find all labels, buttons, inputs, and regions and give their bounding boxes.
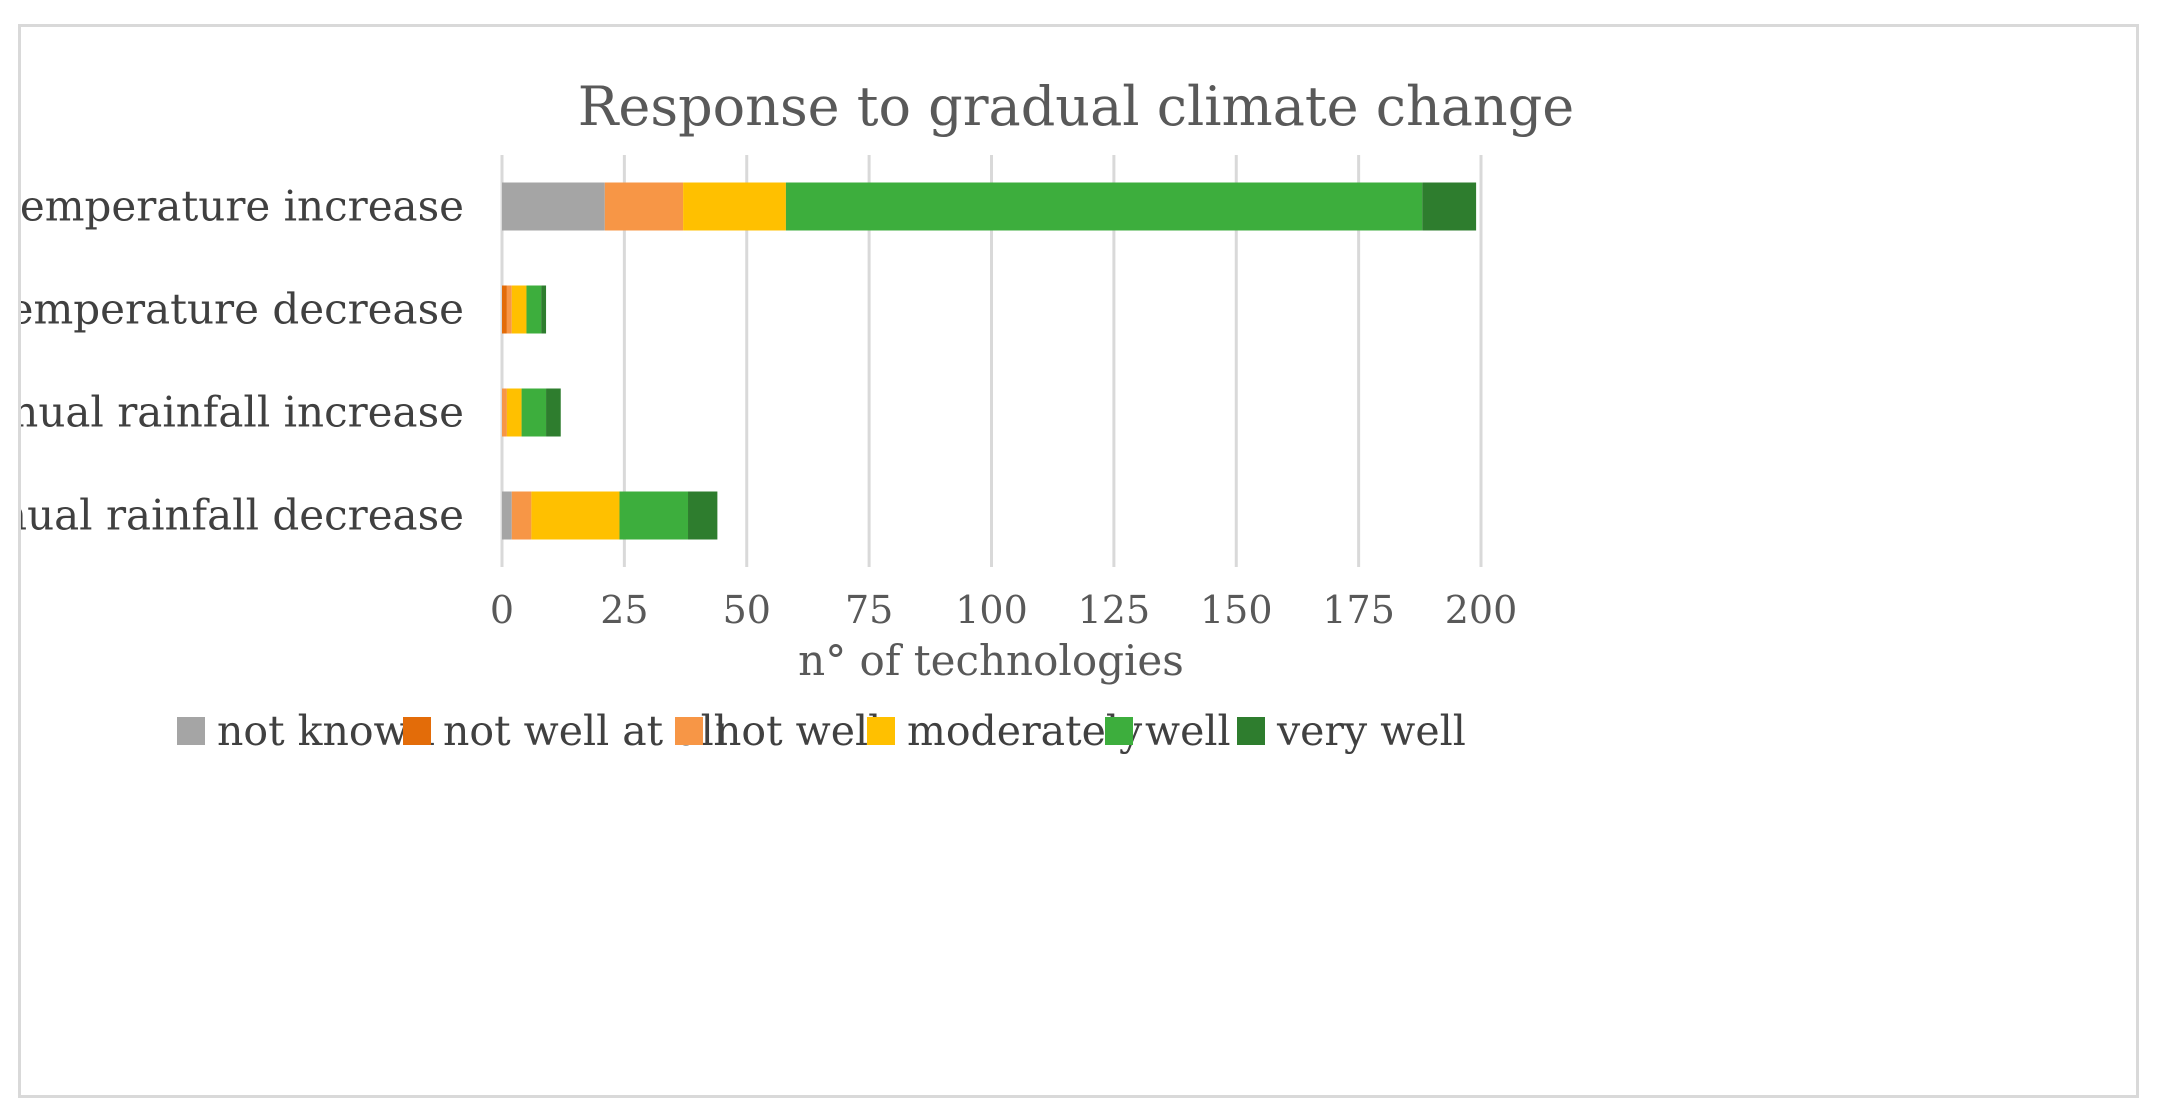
legend-label: very well [1276, 707, 1466, 755]
category-labels: annual temperature increase annual temper… [21, 182, 464, 540]
bar-segment [619, 491, 689, 540]
category-label: annual rainfall decrease [21, 491, 464, 540]
bar-segment [604, 182, 684, 231]
bar-segment [785, 182, 1423, 231]
legend-label: well [1145, 707, 1231, 755]
category-label: annual temperature decrease [21, 285, 464, 334]
bar-segment [511, 285, 527, 334]
legend-swatch [867, 717, 895, 745]
bar-segment [1422, 182, 1477, 231]
chart-frame: Response to gradual climate change annua… [18, 24, 2139, 1098]
bars [502, 182, 1477, 540]
x-tick-label: 25 [600, 588, 648, 632]
bar-segment [688, 491, 718, 540]
bar-segment [531, 491, 620, 540]
category-label: annual temperature increase [21, 182, 464, 231]
x-tick-label: 200 [1445, 588, 1518, 632]
legend-swatch [1105, 717, 1133, 745]
x-tick-label: 150 [1200, 588, 1273, 632]
bar-segment [502, 491, 512, 540]
legend-swatch [1237, 717, 1265, 745]
bar-segment [683, 182, 786, 231]
legend-label: not known [217, 707, 435, 755]
bar-segment [502, 285, 507, 334]
legend-swatch [675, 717, 703, 745]
chart-svg: Response to gradual climate change annua… [21, 75, 1574, 755]
bar-segment [502, 388, 507, 437]
bar-segment [521, 388, 547, 437]
chart-title: Response to gradual climate change [578, 75, 1574, 138]
x-tick-labels: 0 25 50 75 100 125 150 175 200 [490, 588, 1517, 632]
x-tick-label: 125 [1078, 588, 1151, 632]
x-tick-label: 175 [1322, 588, 1395, 632]
legend-label: moderately [907, 707, 1143, 755]
bar-segment [526, 285, 542, 334]
x-tick-label: 50 [723, 588, 771, 632]
bar-segment [502, 182, 605, 231]
bar-segment [506, 388, 522, 437]
legend-label: not well [715, 707, 881, 755]
category-label: annual rainfall increase [21, 388, 464, 437]
bar-segment [506, 285, 512, 334]
legend-swatch [177, 717, 205, 745]
x-axis-title: n° of technologies [798, 636, 1184, 685]
x-tick-label: 100 [955, 588, 1028, 632]
x-tick-label: 0 [490, 588, 514, 632]
x-tick-label: 75 [845, 588, 893, 632]
bar-segment [511, 491, 532, 540]
legend-swatch [403, 717, 431, 745]
bar-segment [546, 388, 561, 437]
bar-segment [541, 285, 547, 334]
